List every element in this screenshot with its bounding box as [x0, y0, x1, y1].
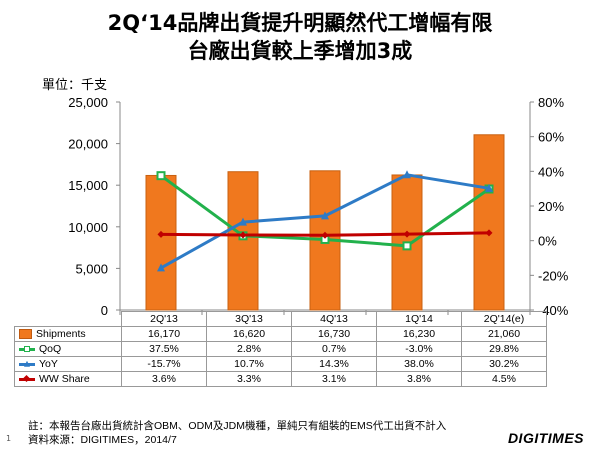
- legend-label: WW Share: [39, 373, 90, 385]
- yoy-marker: [321, 211, 329, 220]
- legend-marker-icon: [22, 374, 31, 382]
- y-left-tick-label: 25,000: [68, 95, 108, 110]
- table-category-cell: 4Q'13: [291, 311, 377, 327]
- table-value-cell: 2.8%: [206, 341, 292, 357]
- unit-label: 單位：千支: [42, 78, 108, 93]
- bar-shipments: [145, 174, 177, 311]
- table-value-cell: 4.5%: [461, 371, 547, 387]
- legend-bar-icon: [19, 329, 32, 340]
- table-value-cell: 3.6%: [121, 371, 207, 387]
- ww-share-marker: [239, 231, 247, 239]
- y-left-tick-label: 0: [101, 303, 108, 318]
- table-value-cell: 30.2%: [461, 356, 547, 372]
- legend-line-icon: [19, 360, 35, 367]
- ww-share-marker: [403, 230, 411, 238]
- table-value-cell: 38.0%: [376, 356, 462, 372]
- table-value-cell: 16,730: [291, 326, 377, 342]
- legend-label: Shipments: [36, 328, 86, 340]
- yoy-marker: [157, 263, 165, 272]
- table-value-cell: 16,620: [206, 326, 292, 342]
- table-value-cell: 3.1%: [291, 371, 377, 387]
- yoy-marker: [403, 170, 411, 179]
- data-table: 2Q'13 3Q'13 4Q'13 1Q'14 2Q'14(e) Shipments 16…: [14, 311, 547, 387]
- chart-title-line2: 台廠出貨較上季增加3成: [187, 39, 413, 63]
- y-right-tick-label: -20%: [538, 268, 569, 283]
- y-right-tick-label: 20%: [538, 199, 564, 214]
- table-value-cell: -15.7%: [121, 356, 207, 372]
- table-value-cell: 29.8%: [461, 341, 547, 357]
- table-row-shipments: Shipments 16,170 16,620 16,730 16,230 21,060: [14, 326, 547, 342]
- legend-qoq: QoQ: [14, 341, 122, 357]
- table-corner: [14, 311, 122, 327]
- table-category-cell: 2Q'13: [121, 311, 207, 327]
- table-row-qoq: QoQ 37.5% 2.8% 0.7% -3.0% 29.8%: [14, 341, 547, 357]
- y-left-tick-label: 20,000: [68, 137, 108, 152]
- qoq-marker: [402, 241, 412, 251]
- y-right-tick-label: 80%: [538, 95, 564, 110]
- table-value-cell: 37.5%: [121, 341, 207, 357]
- table-header-row: 2Q'13 3Q'13 4Q'13 1Q'14 2Q'14(e): [14, 311, 547, 327]
- legend-line-icon: [19, 374, 35, 382]
- qoq-marker: [156, 171, 166, 181]
- page-number: 1: [6, 434, 12, 443]
- legend-shipments: Shipments: [14, 326, 122, 342]
- table-category-cell: 3Q'13: [206, 311, 292, 327]
- footnote-source: 資料來源：DIGITIMES，2014/7: [28, 434, 177, 446]
- legend-ww-share: WW Share: [14, 371, 122, 387]
- yoy-marker: [239, 217, 247, 226]
- table-category-cell: 1Q'14: [376, 311, 462, 327]
- y-left-tick-label: 5,000: [75, 261, 108, 276]
- chart-title-line1: 2Q‘14品牌出貨提升明顯然代工增幅有限: [107, 11, 493, 35]
- legend-yoy: YoY: [14, 356, 122, 372]
- table-value-cell: 3.8%: [376, 371, 462, 387]
- table-value-cell: -3.0%: [376, 341, 462, 357]
- table-value-cell: 16,230: [376, 326, 462, 342]
- ww-share-marker: [157, 230, 165, 238]
- bar-shipments: [227, 171, 259, 311]
- y-left-tick-label: 15,000: [68, 178, 108, 193]
- table-value-cell: 3.3%: [206, 371, 292, 387]
- y-right-tick-label: 40%: [538, 164, 564, 179]
- bar-shipments: [473, 134, 505, 311]
- table-value-cell: 0.7%: [291, 341, 377, 357]
- ww-share-marker: [321, 231, 329, 239]
- footnote-scope: 註：本報告台廠出貨統計含OBM、ODM及JDM機種，單純只有組裝的EMS代工出貨…: [28, 420, 447, 432]
- y-right-tick-label: 0%: [538, 234, 557, 249]
- table-value-cell: 16,170: [121, 326, 207, 342]
- bar-series: [145, 134, 505, 311]
- y-left-tick-label: 10,000: [68, 220, 108, 235]
- table-value-cell: 14.3%: [291, 356, 377, 372]
- y-right-tick-label: 60%: [538, 130, 564, 145]
- table-row-yoy: YoY -15.7% 10.7% 14.3% 38.0% 30.2%: [14, 356, 547, 372]
- legend-marker-icon: [24, 345, 30, 352]
- table-value-cell: 21,060: [461, 326, 547, 342]
- legend-label: QoQ: [39, 343, 62, 355]
- yoy-marker: [485, 183, 493, 192]
- legend-line-icon: [19, 345, 35, 352]
- ww-share-marker: [485, 229, 493, 237]
- table-category-cell: 2Q'14(e): [461, 311, 547, 327]
- line-series: [156, 170, 494, 272]
- legend-marker-icon: [24, 360, 30, 367]
- table-row-ww-share: WW Share 3.6% 3.3% 3.1% 3.8% 4.5%: [14, 371, 547, 387]
- digitimes-logo: DIGITIMES: [507, 430, 584, 446]
- legend-label: YoY: [39, 358, 58, 370]
- table-value-cell: 10.7%: [206, 356, 292, 372]
